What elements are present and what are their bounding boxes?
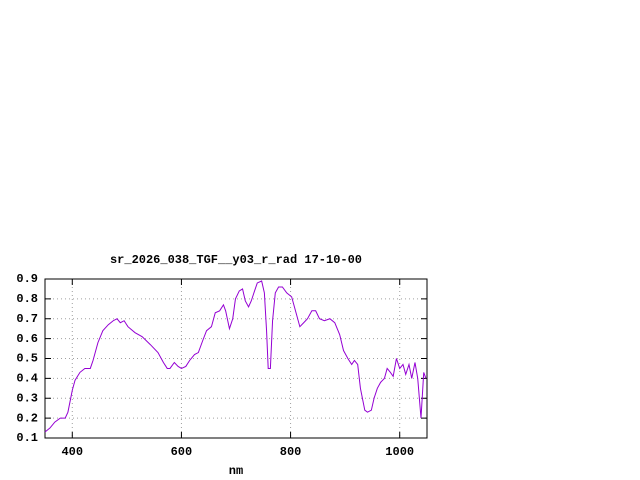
x-axis-label: nm xyxy=(229,464,243,478)
x-tick-label: 1000 xyxy=(385,445,414,459)
y-tick-label: 0.2 xyxy=(16,411,38,425)
y-tick-label: 0.8 xyxy=(16,292,38,306)
y-tick-label: 0.6 xyxy=(16,332,38,346)
x-tick-label: 600 xyxy=(171,445,193,459)
y-tick-label: 0.4 xyxy=(16,372,38,386)
y-tick-label: 0.3 xyxy=(16,391,38,405)
data-line xyxy=(44,280,427,433)
x-tick-label: 800 xyxy=(280,445,302,459)
chart-title: sr_2026_038_TGF__y03_r_rad 17-10-00 xyxy=(110,253,362,267)
y-tick-label: 0.7 xyxy=(16,312,38,326)
y-tick-label: 0.9 xyxy=(16,272,38,286)
x-tick-label: 400 xyxy=(61,445,83,459)
plot-frame xyxy=(44,278,428,439)
y-tick-label: 0.5 xyxy=(16,352,38,366)
y-tick-label: 0.1 xyxy=(16,431,38,445)
